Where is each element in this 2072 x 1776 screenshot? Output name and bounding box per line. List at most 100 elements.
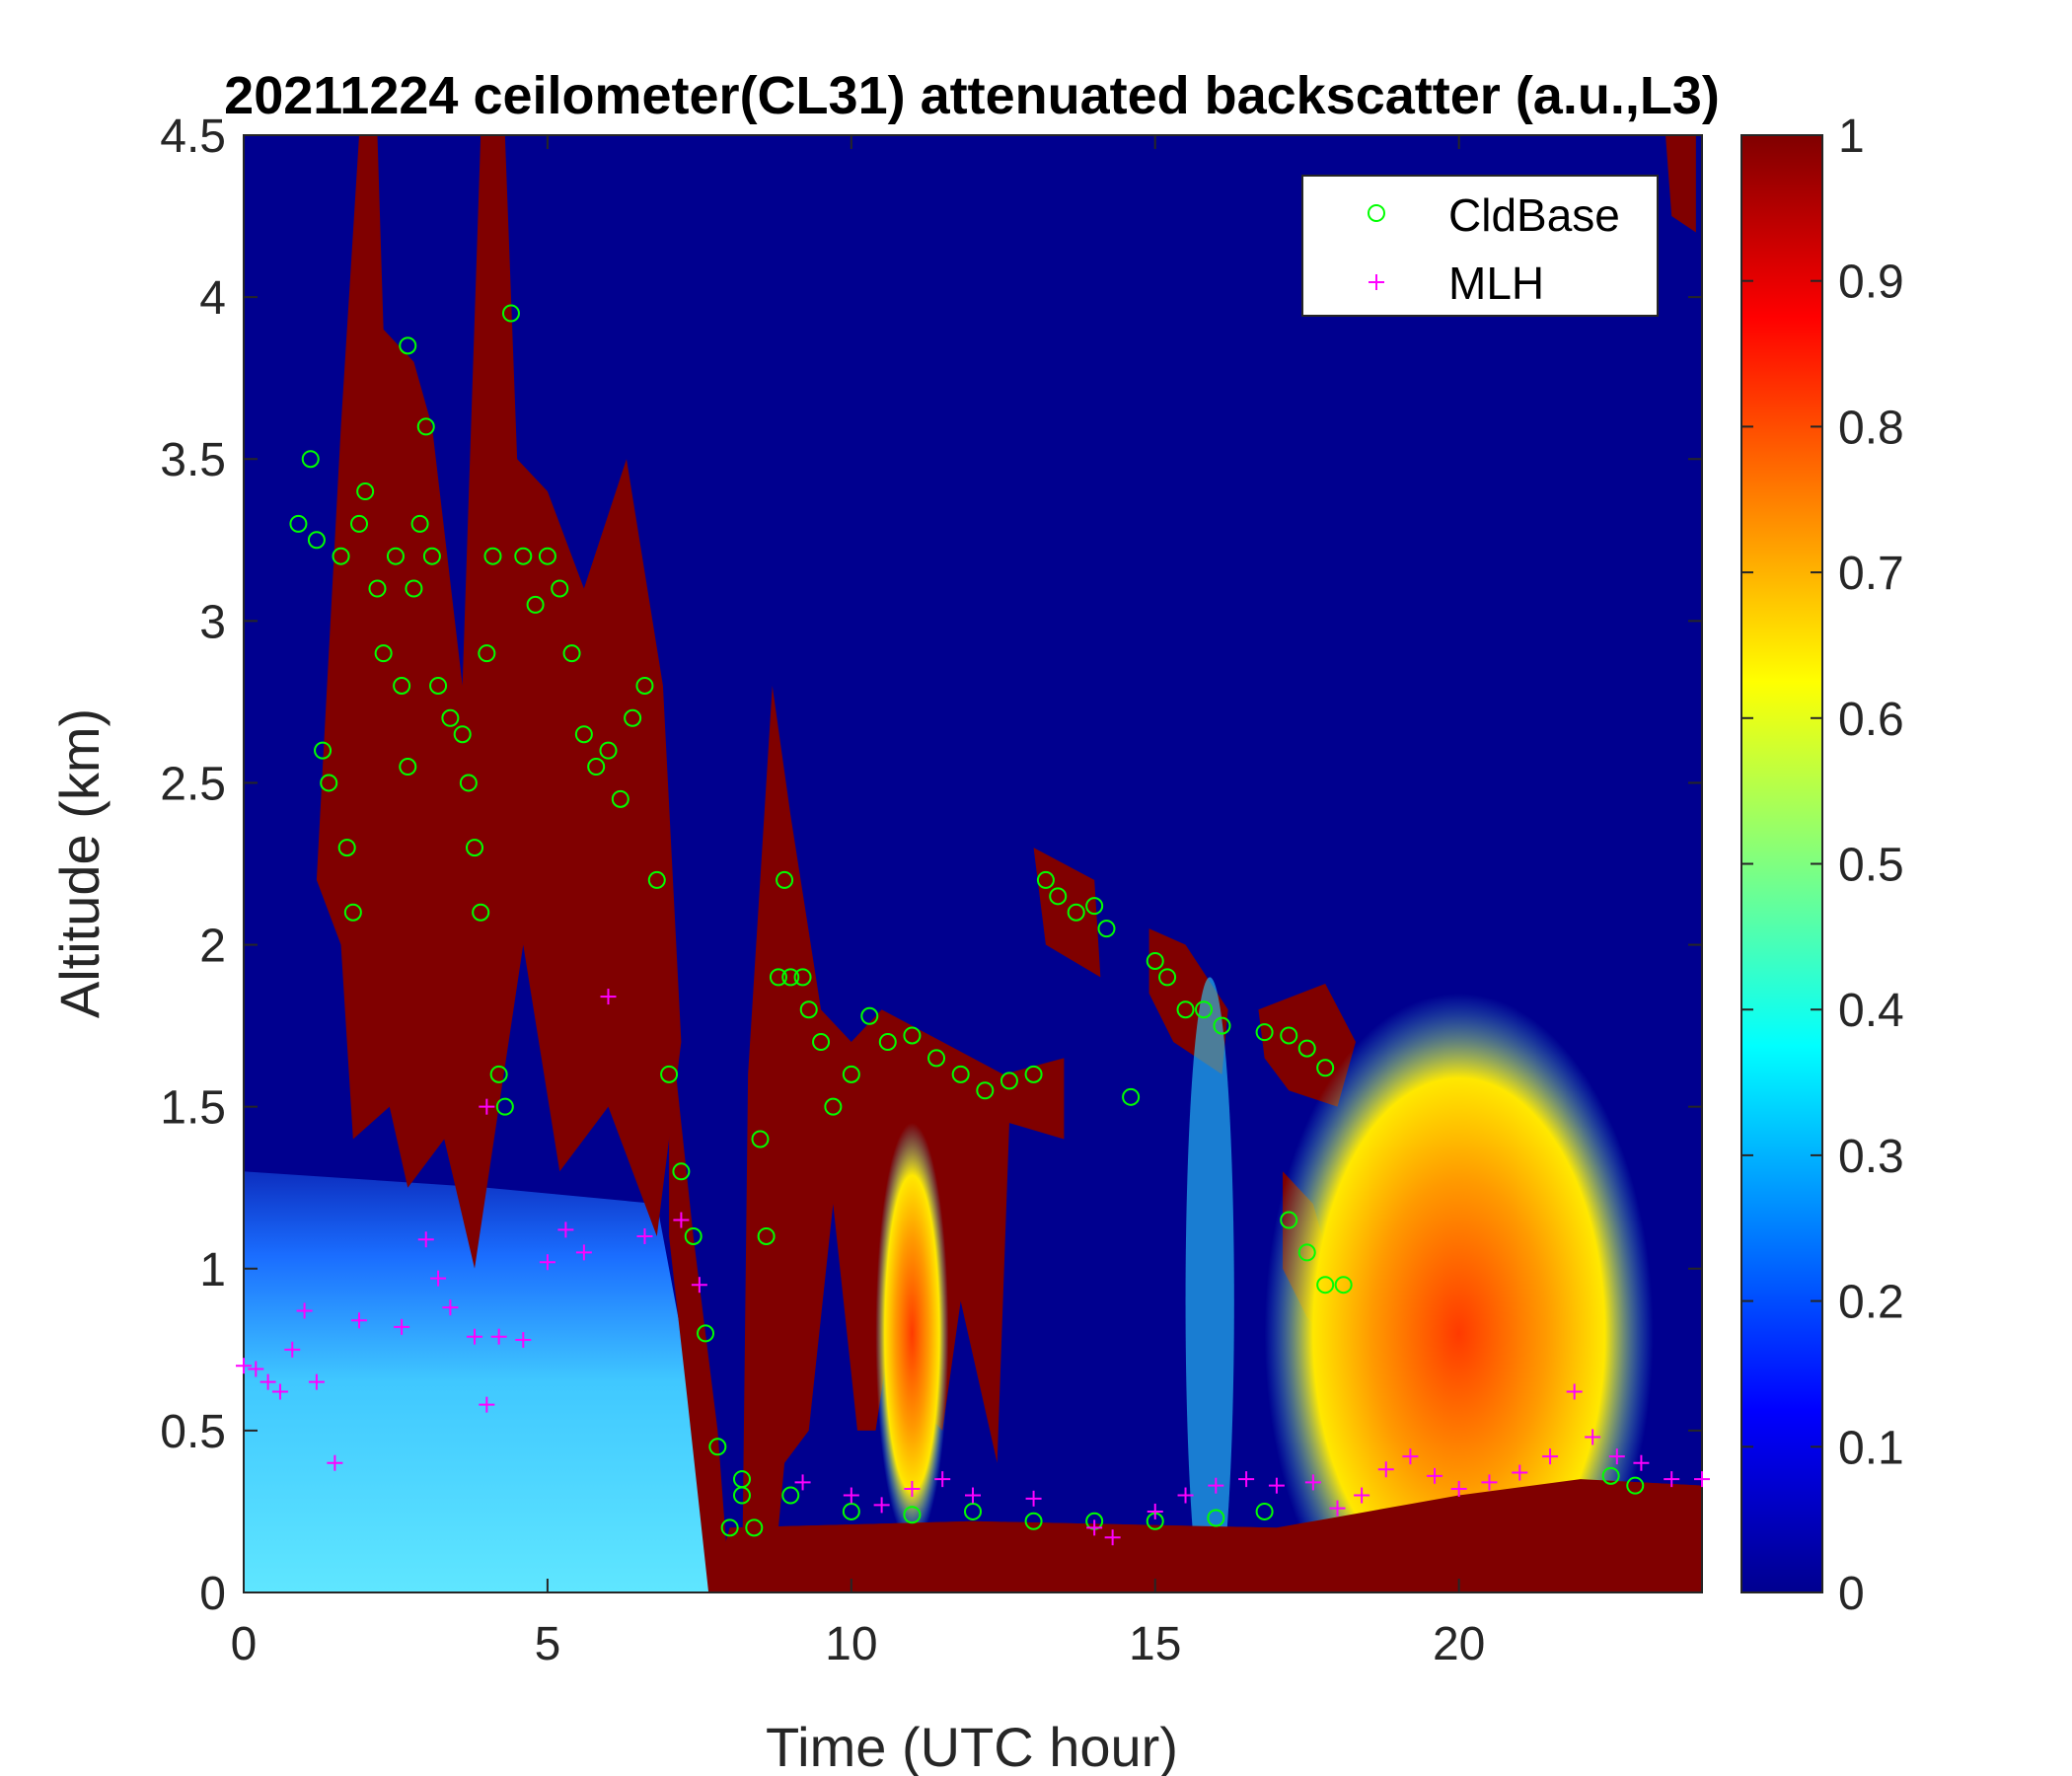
mlh-point [1268, 1477, 1285, 1494]
plot-frame [243, 134, 1703, 1593]
y-tick-label: 1 [199, 1244, 226, 1296]
cldbase-point [483, 547, 502, 565]
cldbase-point [1255, 1023, 1274, 1042]
mlh-point [490, 1328, 507, 1345]
mlh-point [1086, 1519, 1103, 1536]
mlh-point [843, 1487, 859, 1504]
mlh-point [673, 1212, 690, 1228]
y-tick-label: 1.5 [160, 1082, 226, 1135]
heatmap-aerosol-layer [244, 1171, 712, 1592]
cldbase-point [551, 579, 569, 598]
cldbase-point [878, 1033, 897, 1052]
mlh-point [259, 1373, 276, 1390]
cldbase-point [1334, 1276, 1353, 1295]
cldbase-point [1085, 897, 1104, 916]
cldbase-point [1146, 951, 1164, 970]
cldbase-point [951, 1065, 970, 1083]
mlh-point [394, 1318, 410, 1335]
cldbase-point [860, 1006, 879, 1025]
cldbase-point [708, 1438, 727, 1456]
cldbase-point [781, 1486, 800, 1505]
mlh-point [296, 1302, 313, 1319]
mlh-point [1633, 1454, 1650, 1471]
heatmap-cloud-region [1033, 848, 1101, 978]
mlh-point [1147, 1503, 1163, 1519]
mlh-point [934, 1471, 951, 1488]
cldbase-point [526, 595, 545, 614]
cldbase-point [999, 1072, 1018, 1090]
cldbase-point [453, 725, 472, 744]
cldbase-point [757, 1226, 776, 1245]
heatmap-cloud-region [669, 1009, 730, 1592]
cldbase-point [307, 531, 326, 550]
cldbase-point [399, 336, 417, 355]
mlh-point [1664, 1471, 1680, 1488]
cldbase-point [459, 774, 478, 792]
mlh-point [1354, 1487, 1370, 1504]
cldbase-point [562, 644, 581, 663]
x-tick-label: 20 [1433, 1618, 1485, 1670]
cldbase-point [1024, 1512, 1043, 1530]
mlh-point [1542, 1448, 1559, 1465]
x-tick-label: 15 [1129, 1618, 1181, 1670]
cldbase-point [842, 1502, 860, 1520]
x-axis: 0 5 10 15 20 [231, 135, 1485, 1670]
cldbase-point [368, 579, 387, 598]
y-tick-label: 2 [199, 921, 226, 973]
heatmap-aerosol-plume [1185, 977, 1234, 1592]
cldbase-point [501, 304, 520, 323]
cldbase-point [495, 1097, 514, 1116]
cldbase-point [489, 1065, 508, 1083]
cldbase-point [1297, 1243, 1316, 1262]
cldbase-point [720, 1518, 739, 1537]
mlh-point [236, 1358, 252, 1374]
mlh-point [308, 1373, 325, 1390]
y-tick-label: 3 [199, 596, 226, 648]
cldbase-point [927, 1049, 946, 1068]
mlh-point [1025, 1490, 1042, 1507]
mlh-point [600, 989, 617, 1005]
cldbase-point [624, 708, 642, 727]
cldbase-point [976, 1081, 995, 1100]
mlh-point [1585, 1429, 1601, 1445]
cldbase-point [1176, 1000, 1195, 1019]
mlh-point [248, 1361, 264, 1377]
chart-title: 20211224 ceilometer(CL31) attenuated bac… [224, 66, 1720, 125]
mlh-point [284, 1341, 301, 1358]
colorbar [1740, 134, 1823, 1593]
cldbase-point [684, 1226, 703, 1245]
backscatter-heatmap [244, 135, 1702, 1592]
cldbase-point [429, 676, 448, 695]
cldbase-point [1097, 920, 1116, 938]
y-tick-label: 0.5 [160, 1406, 226, 1458]
colorbar-tick-label: 0.8 [1838, 402, 1904, 454]
cldbase-point [320, 774, 338, 792]
cldbase-point [1316, 1276, 1335, 1295]
legend-cldbase-label: CldBase [1448, 189, 1620, 241]
mlh-point [1329, 1500, 1346, 1517]
cldbase-point [337, 839, 356, 857]
x-axis-title: Time (UTC hour) [766, 1716, 1178, 1776]
cldbase-point [350, 514, 369, 533]
cldbase-point [769, 968, 787, 987]
colorbar-tick-label: 0.7 [1838, 548, 1904, 600]
cldbase-point [824, 1097, 843, 1116]
cldbase-point [314, 741, 333, 760]
cldbase-point [301, 450, 320, 469]
mlh-series [236, 989, 1710, 1546]
cldbase-point [635, 676, 654, 695]
mlh-point [1377, 1461, 1394, 1478]
cldbase-point [964, 1502, 982, 1520]
cldbase-point [745, 1518, 764, 1537]
mlh-point [539, 1254, 555, 1271]
heatmap-cloud-region [1258, 983, 1356, 1107]
mlh-point [1608, 1448, 1625, 1465]
heatmap-cloud-region [316, 135, 682, 1269]
legend-cldbase-marker [1368, 204, 1385, 222]
cldbase-point [812, 1033, 831, 1052]
cldbase-point [1036, 870, 1055, 889]
cldbase-point [842, 1065, 860, 1083]
cldbase-point [732, 1486, 751, 1505]
mlh-point [575, 1244, 592, 1261]
